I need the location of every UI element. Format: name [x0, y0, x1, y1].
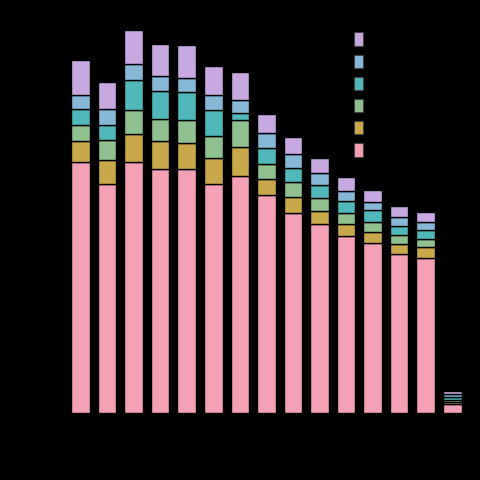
- Bar: [310, 225, 329, 413]
- Bar: [337, 236, 355, 413]
- Bar: [363, 190, 382, 202]
- Bar: [124, 110, 143, 133]
- Bar: [310, 185, 329, 198]
- Bar: [257, 195, 276, 413]
- Bar: [204, 158, 223, 184]
- Bar: [443, 402, 462, 404]
- Bar: [230, 177, 249, 413]
- Bar: [178, 45, 196, 78]
- Bar: [230, 72, 249, 100]
- Bar: [417, 239, 435, 247]
- Bar: [204, 66, 223, 95]
- Bar: [354, 55, 363, 68]
- Bar: [124, 30, 143, 64]
- Bar: [257, 164, 276, 179]
- Bar: [98, 160, 116, 184]
- Bar: [354, 143, 363, 156]
- Bar: [151, 91, 169, 119]
- Bar: [390, 226, 408, 235]
- Bar: [151, 76, 169, 91]
- Bar: [337, 177, 355, 191]
- Bar: [98, 184, 116, 413]
- Bar: [98, 108, 116, 125]
- Bar: [354, 77, 363, 90]
- Bar: [204, 95, 223, 110]
- Bar: [71, 162, 90, 413]
- Bar: [178, 78, 196, 92]
- Bar: [443, 404, 462, 413]
- Bar: [363, 243, 382, 413]
- Bar: [124, 162, 143, 413]
- Bar: [257, 114, 276, 133]
- Bar: [124, 133, 143, 162]
- Bar: [284, 168, 302, 182]
- Bar: [257, 133, 276, 148]
- Bar: [354, 99, 363, 112]
- Bar: [337, 213, 355, 224]
- Bar: [337, 191, 355, 201]
- Bar: [257, 179, 276, 195]
- Bar: [390, 235, 408, 244]
- Bar: [363, 202, 382, 210]
- Bar: [390, 217, 408, 226]
- Bar: [230, 120, 249, 147]
- Bar: [310, 158, 329, 173]
- Bar: [71, 60, 90, 95]
- Bar: [230, 113, 249, 120]
- Bar: [71, 95, 90, 108]
- Bar: [124, 81, 143, 110]
- Bar: [284, 137, 302, 155]
- Bar: [390, 254, 408, 413]
- Bar: [204, 110, 223, 136]
- Bar: [337, 224, 355, 236]
- Bar: [417, 222, 435, 229]
- Bar: [417, 258, 435, 413]
- Bar: [443, 391, 462, 395]
- Bar: [443, 400, 462, 402]
- Bar: [284, 155, 302, 168]
- Bar: [284, 182, 302, 197]
- Bar: [284, 197, 302, 214]
- Bar: [204, 136, 223, 158]
- Bar: [178, 143, 196, 169]
- Bar: [354, 33, 363, 46]
- Bar: [363, 222, 382, 232]
- Bar: [98, 82, 116, 108]
- Bar: [151, 44, 169, 76]
- Bar: [71, 125, 90, 141]
- Bar: [204, 184, 223, 413]
- Bar: [151, 119, 169, 141]
- Bar: [98, 125, 116, 140]
- Bar: [363, 232, 382, 243]
- Bar: [98, 140, 116, 160]
- Bar: [310, 173, 329, 185]
- Bar: [124, 64, 143, 81]
- Bar: [178, 120, 196, 143]
- Bar: [363, 210, 382, 222]
- Bar: [310, 211, 329, 225]
- Bar: [257, 148, 276, 164]
- Bar: [230, 100, 249, 113]
- Bar: [284, 214, 302, 413]
- Bar: [354, 121, 363, 134]
- Bar: [443, 397, 462, 400]
- Bar: [390, 206, 408, 217]
- Bar: [230, 147, 249, 177]
- Bar: [417, 212, 435, 222]
- Bar: [151, 169, 169, 413]
- Bar: [71, 108, 90, 125]
- Bar: [310, 198, 329, 211]
- Bar: [417, 229, 435, 239]
- Bar: [71, 141, 90, 162]
- Bar: [417, 247, 435, 258]
- Bar: [443, 395, 462, 397]
- Bar: [178, 92, 196, 120]
- Bar: [390, 244, 408, 254]
- Bar: [337, 201, 355, 213]
- Bar: [151, 141, 169, 169]
- Bar: [178, 169, 196, 413]
